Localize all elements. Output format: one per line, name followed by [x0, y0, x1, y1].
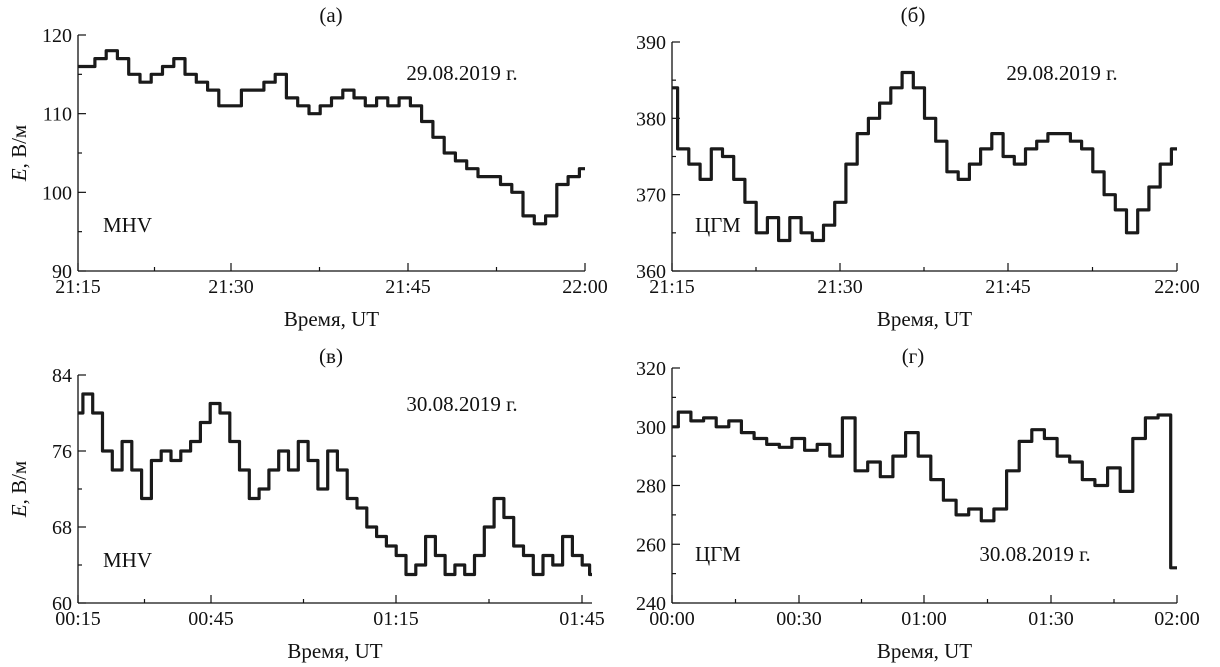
- x-tick-label: 21:45: [985, 276, 1031, 298]
- y-tick-label: 84: [52, 365, 72, 387]
- x-tick-label: 21:15: [55, 276, 101, 298]
- x-tick-label: 21:15: [649, 276, 695, 298]
- x-tick-label: 00:15: [55, 608, 101, 630]
- x-tick-label: 00:00: [649, 608, 695, 630]
- y-tick-label: 280: [636, 476, 666, 498]
- y-tick-label: 100: [42, 182, 72, 204]
- date-annotation: 29.08.2019 г.: [406, 61, 517, 85]
- x-axis-title: Время, UT: [284, 307, 379, 331]
- chart-panel-1: 90 100 110 120 21:15 21:30 21:45 22:00 Время, UT…: [7, 3, 608, 331]
- x-tick-label: 01:45: [559, 608, 605, 630]
- date-annotation: 30.08.2019 г.: [406, 392, 517, 416]
- x-axis-title: Время, UT: [877, 307, 972, 331]
- y-tick-label: 76: [52, 441, 72, 463]
- series-line: [672, 410, 1177, 570]
- x-tick-label: 01:15: [373, 608, 419, 630]
- station-label: MHV: [103, 213, 152, 237]
- panel-label: (в): [319, 344, 343, 368]
- x-tick-label: 00:30: [776, 608, 822, 630]
- x-tick-label: 22:00: [562, 276, 608, 298]
- station-label: MHV: [103, 548, 152, 572]
- y-tick-label: 260: [636, 534, 666, 556]
- y-axis-title: E, В/м: [7, 125, 31, 182]
- x-tick-label: 02:00: [1154, 608, 1200, 630]
- chart-panel-4: 240 260 280 300 320 00:00 00:30 01:00 01:30 02:00…: [636, 344, 1200, 663]
- station-label: ЦГМ: [695, 213, 741, 237]
- series-line: [78, 49, 585, 226]
- date-annotation: 30.08.2019 г.: [979, 542, 1090, 566]
- x-tick-label: 22:00: [1154, 276, 1200, 298]
- y-tick-label: 320: [636, 358, 666, 380]
- y-tick-label: 380: [636, 108, 666, 130]
- x-axis-title: Время, UT: [877, 639, 972, 663]
- y-tick-label: 60: [52, 593, 72, 615]
- y-tick-label: 300: [636, 417, 666, 439]
- x-axis-title: Время, UT: [287, 639, 382, 663]
- y-tick-label: 390: [636, 32, 666, 54]
- y-tick-label: 360: [636, 261, 666, 283]
- y-tick-label: 110: [43, 104, 72, 126]
- panel-label: (б): [901, 3, 926, 27]
- series-line: [78, 392, 592, 577]
- station-label: ЦГМ: [695, 542, 741, 566]
- date-annotation: 29.08.2019 г.: [1006, 61, 1117, 85]
- x-tick-label: 21:45: [385, 276, 431, 298]
- series-line: [672, 70, 1177, 243]
- y-tick-label: 370: [636, 185, 666, 207]
- chart-panel-2: 360 370 380 390 21:15 21:30 21:45 22:00 Время, U…: [636, 3, 1200, 331]
- x-tick-label: 01:30: [1028, 608, 1074, 630]
- y-tick-label: 240: [636, 593, 666, 615]
- x-tick-label: 00:45: [188, 608, 234, 630]
- panel-label: (г): [902, 344, 925, 368]
- y-tick-label: 90: [52, 261, 72, 283]
- y-tick-label: 68: [52, 517, 72, 539]
- y-axis-title: E, В/м: [7, 461, 31, 518]
- y-tick-label: 120: [42, 25, 72, 47]
- x-tick-label: 21:30: [208, 276, 254, 298]
- x-tick-label: 21:30: [817, 276, 863, 298]
- x-tick-label: 01:00: [901, 608, 947, 630]
- panel-label: (а): [319, 3, 342, 27]
- chart-panel-3: 60 68 76 84 00:15 00:45 01:15 01:45 Время, UT E, …: [7, 344, 605, 663]
